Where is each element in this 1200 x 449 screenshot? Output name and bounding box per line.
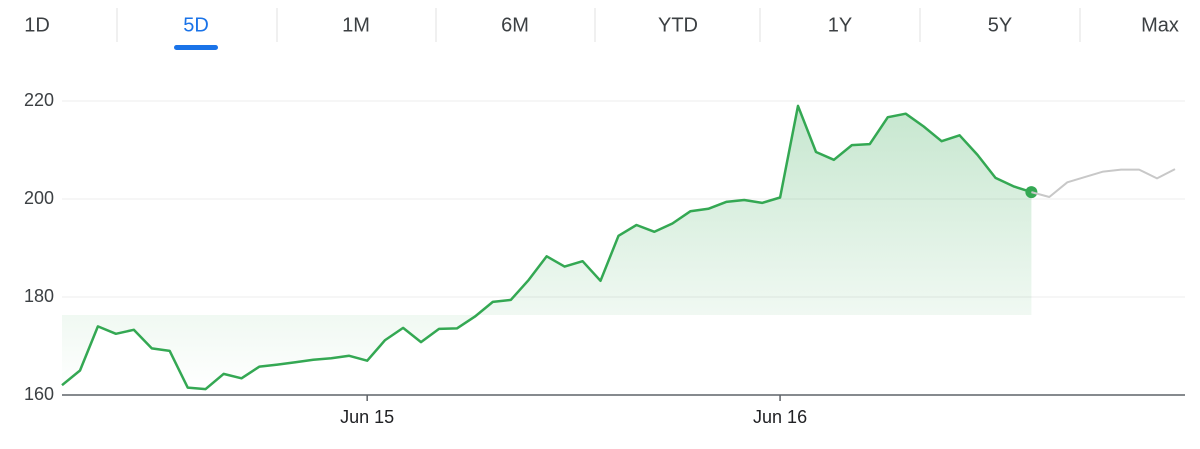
y-tick-label: 160 [24,384,54,404]
tab-label[interactable]: 1M [342,14,370,36]
plot: 160 180 200 220 Jun 15 Jun 16 [24,90,1185,427]
price-line [61,104,1032,391]
tab-label[interactable]: 5D [183,14,209,36]
tab-underline [174,45,218,50]
range-tabs: 1D 5D 1M 6M YTD 1Y 5Y Max [24,8,1179,50]
projection-line [1031,168,1176,198]
tab-label[interactable]: 1D [24,14,50,36]
tab-label[interactable]: 1Y [828,14,852,36]
y-tick-label: 200 [24,188,54,208]
y-tick-label: 220 [24,90,54,110]
x-tick-label: Jun 15 [340,407,394,427]
current-point [1025,186,1038,199]
tab-label[interactable]: 6M [501,14,529,36]
tab-label[interactable]: Max [1141,14,1179,36]
area-fill [62,105,1032,390]
tab-label[interactable]: YTD [658,14,698,36]
y-tick-label: 180 [24,286,54,306]
tab-label[interactable]: 5Y [988,14,1012,36]
x-tick-label: Jun 16 [753,407,807,427]
